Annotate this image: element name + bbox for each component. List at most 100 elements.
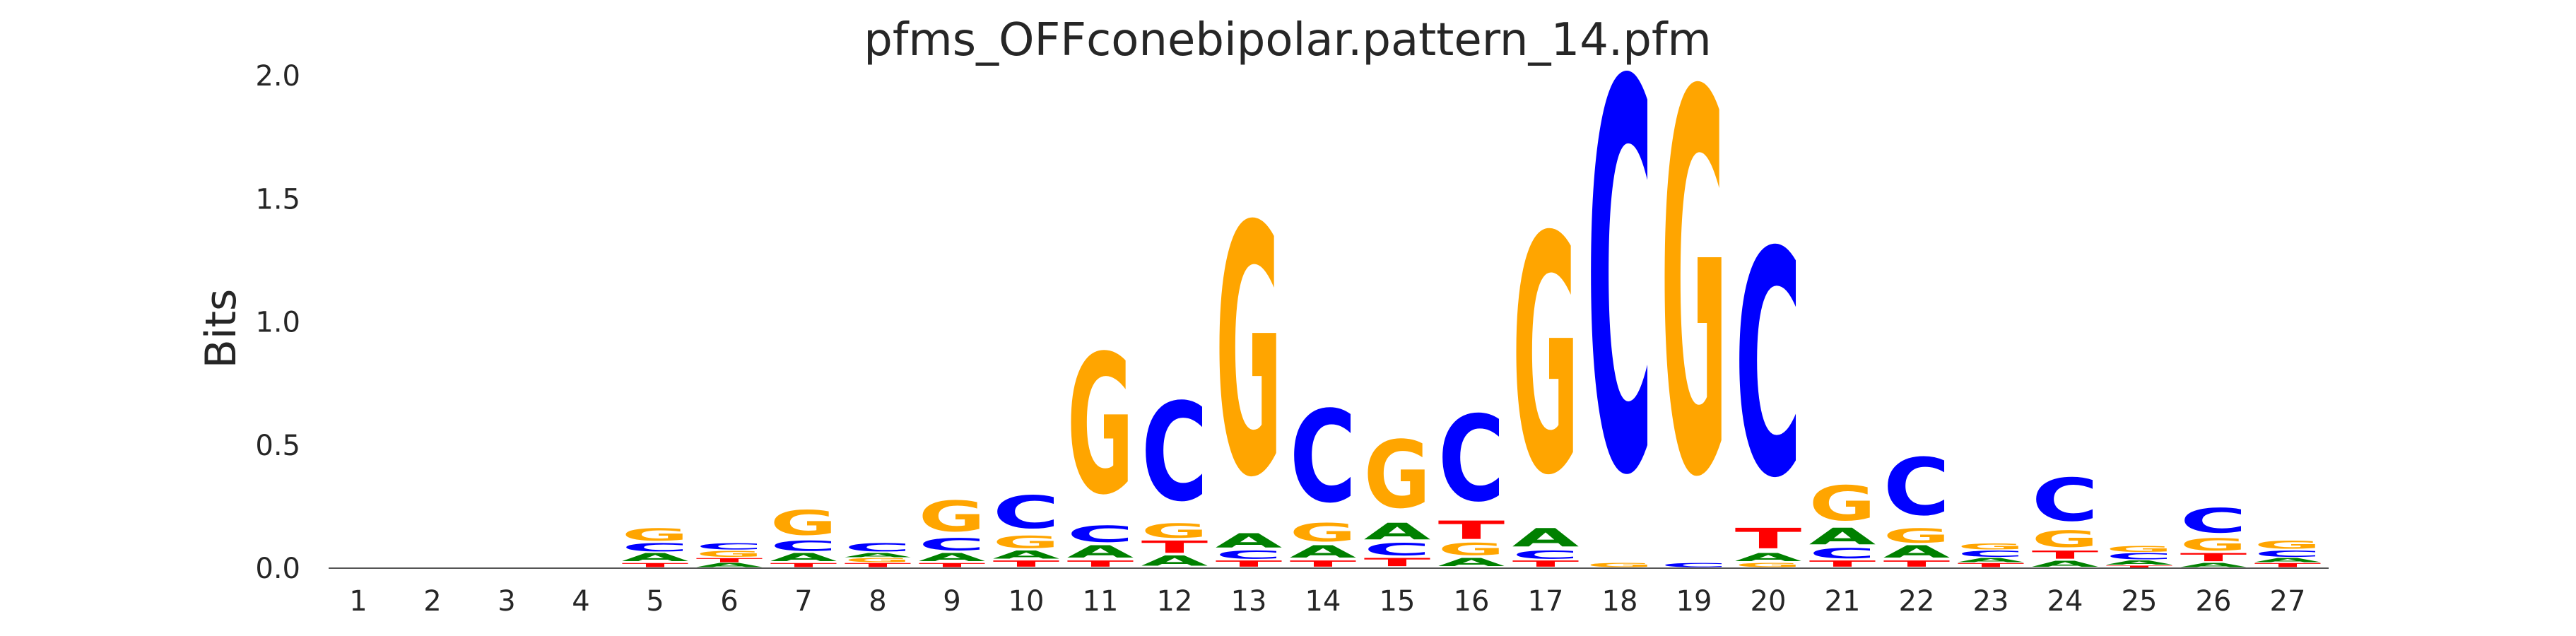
logo-letter-c: C (1438, 391, 1505, 529)
x-tick-label: 26 (2196, 585, 2232, 618)
y-tick-label: 1.0 (255, 307, 300, 339)
logo-letter-c: C (622, 541, 688, 554)
x-tick-label: 15 (1380, 585, 1416, 618)
x-tick-label: 20 (1751, 585, 1787, 618)
logo-letter-t: T (770, 562, 837, 568)
x-tick-label: 22 (1899, 585, 1935, 618)
logo-letter-g: G (845, 557, 911, 563)
logo-letter-g: G (1364, 422, 1430, 529)
logo-letter-t: T (1883, 559, 1950, 569)
logo-letter-t: T (1364, 555, 1430, 569)
x-tick-label: 11 (1083, 585, 1119, 618)
logo-letter-a: A (1809, 524, 1876, 550)
logo-letter-c: C (1364, 540, 1430, 560)
logo-letter-t: T (696, 557, 763, 563)
logo-letter-t: T (622, 562, 689, 568)
logo-letter-c: C (1216, 548, 1282, 562)
logo-letter-a: A (1512, 524, 1580, 553)
logo-letter-c: C (919, 535, 985, 555)
logo-letter-t: T (2180, 550, 2247, 564)
logo-letter-a: A (1067, 542, 1134, 562)
x-tick-label: 18 (1602, 585, 1638, 618)
logo-letter-g: G (2106, 544, 2172, 554)
logo-letter-t: T (1809, 559, 1876, 569)
logo-letter-g: G (1735, 562, 1801, 568)
logo-letter-c: C (1067, 522, 1134, 548)
x-tick-label: 9 (943, 585, 960, 618)
x-tick-label: 24 (2047, 585, 2083, 618)
logo-letter-a: A (919, 550, 985, 564)
logo-letter-g: G (696, 549, 763, 559)
logo-letter-c: C (1735, 186, 1801, 546)
logo-letter-g: G (2180, 535, 2247, 555)
logo-letter-a: A (770, 550, 837, 564)
y-axis-ticks: 0.0 0.5 1.0 1.5 2.0 (255, 60, 300, 585)
logo-letter-c: C (2106, 551, 2172, 561)
logo-letter-t: T (1958, 562, 2025, 568)
logo-letter-a: A (1958, 557, 2025, 563)
x-tick-label: 10 (1008, 585, 1045, 618)
logo-letter-a: A (1290, 542, 1356, 562)
logo-letter-c: C (2254, 549, 2321, 559)
logo-letter-c: C (2032, 466, 2098, 535)
logo-letter-t: T (1216, 559, 1282, 569)
logo-letter-g: G (2254, 538, 2321, 551)
logo-letter-c: C (1883, 442, 1951, 533)
logo-letter-c: C (1958, 549, 2024, 559)
logo-letter-c: C (1141, 375, 1208, 531)
logo-letter-t: T (1290, 559, 1356, 569)
logo-letter-c: C (845, 541, 911, 554)
logo-letter-c: C (1809, 545, 1876, 561)
x-tick-label: 13 (1231, 585, 1267, 618)
x-tick-label: 7 (794, 585, 812, 618)
logo-letter-a: A (2032, 559, 2098, 569)
x-tick-label: 8 (869, 585, 886, 618)
logo-letter-a: A (1735, 550, 1801, 564)
x-tick-label: 1 (349, 585, 367, 618)
logo-letter-a: A (2254, 557, 2322, 563)
logo-letter-g: G (1216, 155, 1282, 553)
x-tick-label: 5 (646, 585, 664, 618)
logo-letter-t: T (1735, 522, 1801, 555)
logo-letter-g: G (770, 504, 837, 543)
logo-letter-t: T (2254, 562, 2322, 568)
y-tick-label: 0.5 (255, 430, 300, 462)
logo-letter-g: G (1883, 524, 1950, 548)
x-tick-label: 4 (572, 585, 589, 618)
logo-letter-t: T (845, 562, 912, 568)
y-tick-label: 1.5 (255, 183, 300, 216)
logo-letter-g: G (1141, 519, 1208, 543)
logo-letter-t: T (1141, 537, 1208, 557)
logo-letter-t: T (919, 562, 986, 568)
logo-letter-g: G (2032, 526, 2098, 552)
x-tick-label: 14 (1305, 585, 1341, 618)
logo-letter-c: C (1290, 383, 1357, 531)
logo-letter-a: A (2180, 562, 2247, 568)
x-tick-label: 6 (720, 585, 738, 618)
logo-letter-g: G (919, 492, 985, 541)
logo-letter-t: T (2106, 565, 2173, 569)
y-tick-label: 2.0 (255, 60, 300, 93)
x-tick-label: 25 (2122, 585, 2158, 618)
logo-letter-c: C (993, 486, 1060, 538)
logo-letter-g: G (1958, 542, 2024, 552)
logo-letter-a: A (1216, 529, 1283, 552)
chart-title: pfms_OFFconebipolar.pattern_14.pfm (864, 14, 1712, 66)
x-tick-label: 19 (1676, 585, 1712, 618)
logo-letter-c: C (1512, 548, 1579, 562)
logo-letter-t: T (2032, 548, 2098, 562)
logo-letter-c: C (770, 538, 837, 554)
logo-letters: TACGATGCTACGTGACTACGTAGCTACGATGCTCAGTAGC… (622, 0, 2322, 593)
logo-letter-a: A (2106, 560, 2173, 566)
x-tick-label: 23 (1973, 585, 2009, 618)
x-tick-label: 12 (1157, 585, 1193, 618)
logo-letter-t: T (1512, 559, 1579, 569)
logo-letter-a: A (1883, 542, 1950, 562)
logo-letter-a: A (696, 562, 763, 568)
x-tick-label: 3 (498, 585, 515, 618)
logo-letter-a: A (1438, 555, 1505, 569)
logo-letter-t: T (993, 559, 1059, 569)
logo-letter-g: G (1661, 0, 1727, 592)
